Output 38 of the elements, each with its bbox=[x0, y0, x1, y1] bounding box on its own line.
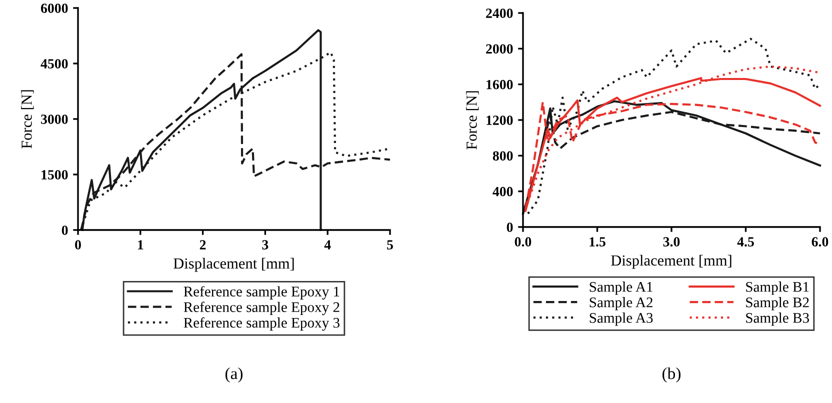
y-tick-label: 6000 bbox=[40, 4, 68, 13]
x-tick-label: 4 bbox=[324, 240, 331, 250]
y-tick-label: 0 bbox=[62, 226, 68, 235]
legend-label: Reference sample Epoxy 3 bbox=[184, 317, 340, 331]
x-axis-title: Displacement [mm] bbox=[174, 258, 294, 272]
y-axis-title: Force [N] bbox=[21, 90, 34, 148]
y-tick-label: 2400 bbox=[486, 8, 513, 18]
x-tick-label: 2 bbox=[200, 240, 206, 250]
y-tick-label: 800 bbox=[492, 151, 513, 161]
y-tick-label: 3000 bbox=[41, 114, 68, 124]
text: (a) bbox=[225, 367, 243, 383]
y-tick-label: 1200 bbox=[486, 116, 513, 125]
legend-label: Sample A1 bbox=[590, 282, 652, 295]
x-tick-label: 0.0 bbox=[514, 237, 532, 247]
x-tick-label: 4.5 bbox=[737, 237, 754, 247]
legend-label: Reference sample Epoxy 2 bbox=[184, 302, 340, 316]
legend-label: Sample B2 bbox=[746, 297, 809, 310]
y-tick-label: 0 bbox=[506, 222, 513, 232]
x-tick-label: 0 bbox=[75, 240, 81, 250]
legend-label: Reference sample Epoxy 1 bbox=[184, 286, 340, 300]
x-tick-label: 3.0 bbox=[663, 237, 680, 247]
x-tick-label: 5 bbox=[387, 240, 393, 250]
y-axis-title: Force [N] bbox=[466, 91, 479, 150]
text: (b) bbox=[662, 367, 680, 383]
x-axis-title: Displacement [mm] bbox=[611, 254, 732, 269]
x-tick-label: 1.5 bbox=[590, 237, 606, 247]
legend-label: Sample B1 bbox=[746, 282, 809, 295]
x-tick-label: 6.0 bbox=[812, 237, 828, 247]
x-tick-label: 1 bbox=[138, 240, 144, 250]
y-tick-label: 1500 bbox=[42, 170, 68, 180]
y-tick-label: 1600 bbox=[486, 80, 513, 90]
y-tick-label: 400 bbox=[492, 186, 513, 196]
legend-label: Sample B3 bbox=[746, 312, 809, 326]
legend-label: Sample A2 bbox=[590, 297, 652, 310]
y-tick-label: 2000 bbox=[486, 44, 513, 54]
x-tick-label: 3 bbox=[262, 240, 268, 250]
y-tick-label: 4500 bbox=[40, 59, 68, 68]
legend-label: Sample A3 bbox=[590, 312, 653, 326]
